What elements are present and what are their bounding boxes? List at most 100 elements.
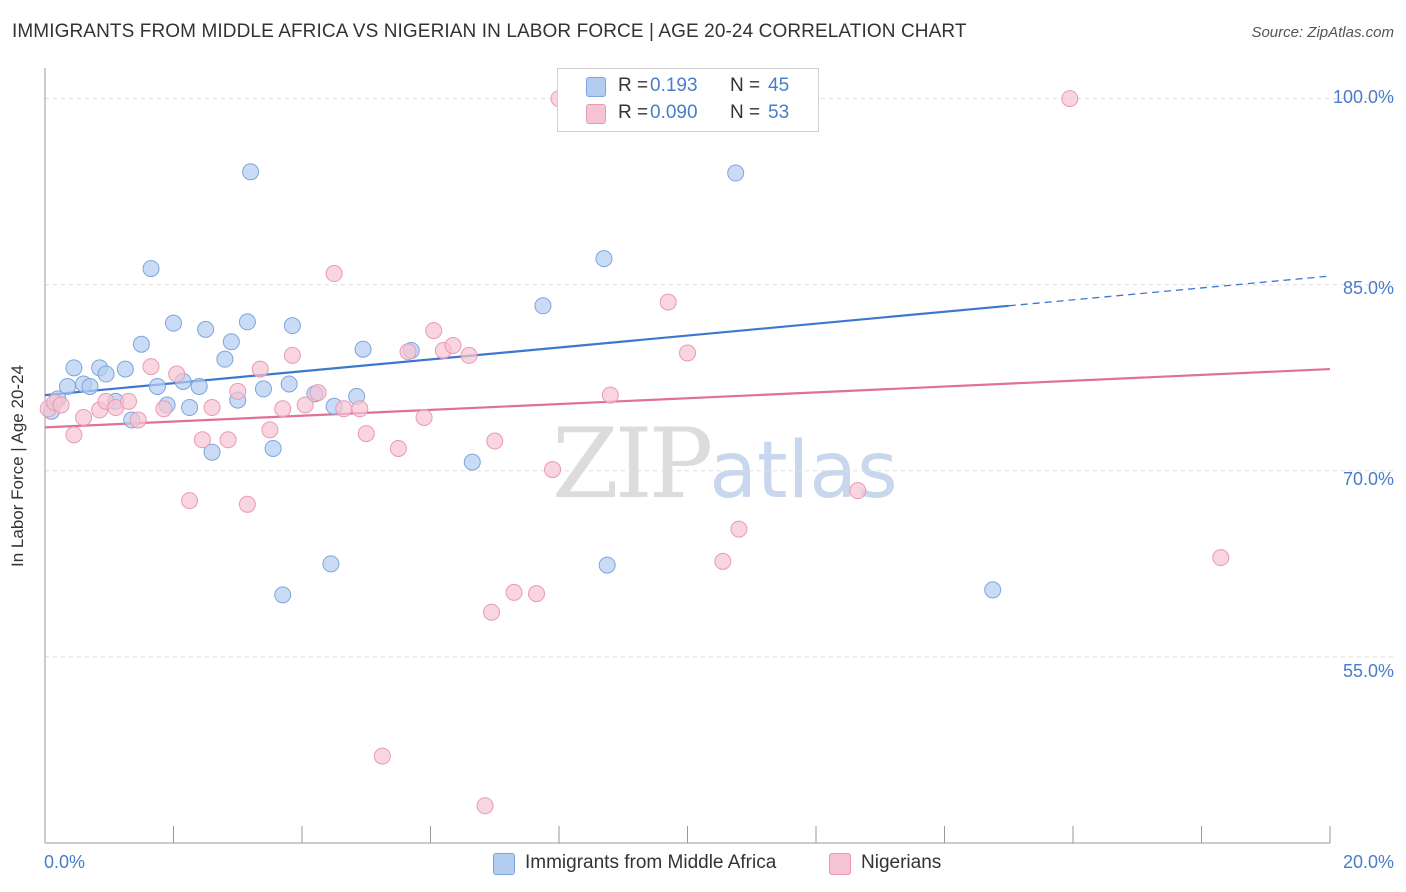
- data-point-middle-africa: [81, 377, 99, 395]
- data-point-middle-africa: [283, 317, 301, 335]
- legend-row-pink: R = 0.090 N = 53: [558, 101, 818, 127]
- y-tick-label: 85.0%: [1342, 278, 1394, 298]
- data-point-nigerian: [120, 392, 138, 410]
- data-point-nigerian: [460, 346, 478, 364]
- data-point-middle-africa: [727, 164, 745, 182]
- data-point-nigerian: [168, 365, 186, 383]
- data-point-nigerian: [296, 396, 314, 414]
- data-point-nigerian: [52, 396, 70, 414]
- data-point-nigerian: [283, 346, 301, 364]
- legend-r-label: R =: [618, 102, 649, 123]
- trend-line: [44, 367, 1331, 429]
- data-point-middle-africa: [242, 163, 260, 181]
- data-point-middle-africa: [216, 350, 234, 368]
- source-label: Source: ZipAtlas.com: [1251, 24, 1394, 41]
- legend-n-label: N =: [730, 102, 761, 123]
- data-point-nigerian: [203, 399, 221, 417]
- legend-r-label: R =: [618, 75, 649, 96]
- data-point-middle-africa: [116, 360, 134, 378]
- data-point-middle-africa: [984, 581, 1002, 599]
- data-point-nigerian: [325, 265, 343, 283]
- data-point-middle-africa: [274, 586, 292, 604]
- x-tick-label: 0.0%: [44, 852, 86, 872]
- data-point-nigerian: [415, 408, 433, 426]
- data-point-middle-africa: [354, 340, 372, 358]
- data-point-middle-africa: [322, 555, 340, 573]
- data-point-nigerian: [351, 400, 369, 418]
- data-point-nigerian: [251, 360, 269, 378]
- data-point-nigerian: [849, 482, 867, 500]
- data-point-nigerian: [65, 426, 83, 444]
- data-point-middle-africa: [254, 380, 272, 398]
- bottom-legend-label: Nigerians: [861, 852, 942, 873]
- y-axis-label: In Labor Force | Age 20-24: [8, 365, 27, 567]
- data-point-nigerian: [399, 343, 417, 361]
- data-point-nigerian: [544, 461, 562, 479]
- grid-layer: [45, 98, 1395, 658]
- data-point-nigerian: [486, 432, 504, 450]
- data-point-middle-africa: [280, 375, 298, 393]
- watermark: ZIPatlas: [552, 408, 898, 520]
- legend-swatch-pink: [586, 104, 606, 124]
- data-point-nigerian: [193, 431, 211, 449]
- data-point-nigerian: [528, 585, 546, 603]
- data-point-nigerian: [444, 336, 462, 354]
- watermark-atlas: atlas: [709, 426, 898, 516]
- legend-n-value: 53: [768, 102, 790, 123]
- data-point-middle-africa: [595, 250, 613, 268]
- data-point-middle-africa: [181, 399, 199, 417]
- data-point-middle-africa: [203, 443, 221, 461]
- chart-title: IMMIGRANTS FROM MIDDLE AFRICA VS NIGERIA…: [12, 21, 967, 42]
- data-point-nigerian: [714, 552, 732, 570]
- legend-swatch-blue: [586, 77, 606, 97]
- data-point-middle-africa: [132, 335, 150, 353]
- data-point-nigerian: [373, 747, 391, 765]
- data-point-nigerian: [1212, 549, 1230, 567]
- data-point-middle-africa: [165, 314, 182, 332]
- legend-row-blue: R = 0.193 N = 45: [558, 74, 818, 100]
- data-point-middle-africa: [463, 453, 481, 471]
- points-layer: [39, 88, 1230, 815]
- bottom-legend-label: Immigrants from Middle Africa: [525, 852, 777, 873]
- legend-n-value: 45: [768, 75, 790, 96]
- data-point-nigerian: [505, 583, 523, 601]
- data-point-nigerian: [476, 797, 494, 815]
- watermark-zip: ZIP: [552, 408, 713, 520]
- data-point-middle-africa: [148, 377, 166, 395]
- axis-layer: [44, 68, 1331, 844]
- data-point-middle-africa: [58, 377, 76, 395]
- data-point-nigerian: [357, 425, 375, 443]
- data-point-nigerian: [181, 492, 199, 510]
- data-point-nigerian: [155, 400, 173, 418]
- y-tick-label: 70.0%: [1342, 469, 1394, 489]
- data-point-nigerian: [730, 520, 748, 538]
- trend-line-solid: [44, 304, 1009, 397]
- trend-layer: [44, 275, 1331, 429]
- data-point-middle-africa: [197, 320, 215, 338]
- data-point-nigerian: [229, 382, 247, 400]
- data-point-nigerian: [659, 293, 677, 311]
- data-point-nigerian: [425, 322, 443, 340]
- data-point-nigerian: [679, 344, 696, 362]
- data-point-middle-africa: [222, 333, 240, 351]
- data-point-middle-africa: [534, 297, 552, 315]
- legend-r-value: 0.090: [650, 102, 698, 123]
- legend-r-value: 0.193: [650, 75, 698, 96]
- legend-n-label: N =: [730, 75, 761, 96]
- data-point-middle-africa: [238, 313, 256, 331]
- data-point-middle-africa: [598, 556, 616, 574]
- data-point-nigerian: [261, 421, 279, 439]
- data-point-nigerian: [219, 431, 237, 449]
- bottom-legend-swatch-pink: [829, 853, 851, 875]
- bottom-legend-swatch-blue: [493, 853, 515, 875]
- data-point-middle-africa: [65, 359, 83, 377]
- x-tick-label: 20.0%: [1342, 852, 1394, 872]
- data-point-nigerian: [75, 408, 93, 426]
- data-point-nigerian: [238, 495, 256, 513]
- data-point-nigerian: [129, 411, 147, 429]
- data-point-middle-africa: [97, 365, 115, 383]
- data-point-nigerian: [335, 400, 353, 418]
- correlation-legend: R = 0.193 N = 45 R = 0.090 N = 53: [557, 68, 819, 132]
- data-point-nigerian: [142, 358, 160, 376]
